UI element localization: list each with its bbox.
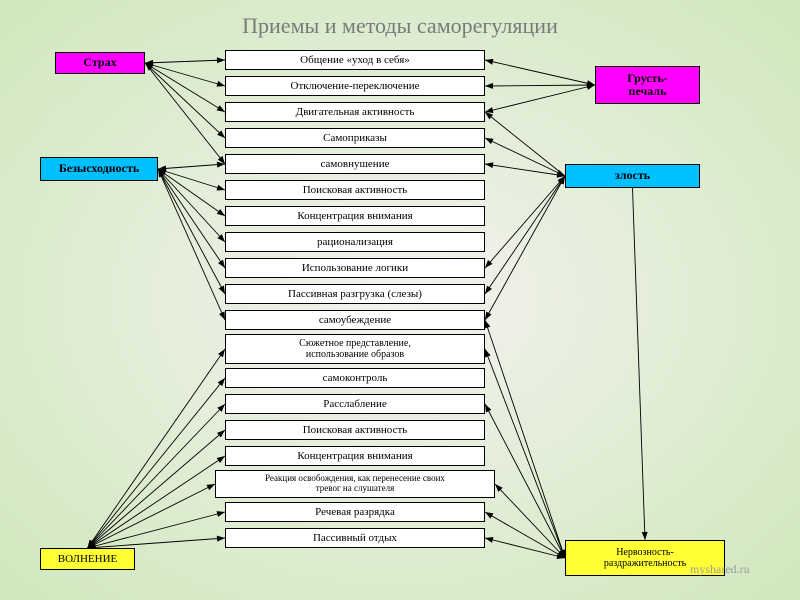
node-zlost: злость	[565, 164, 700, 188]
node-m6: Поисковая активность	[225, 180, 485, 200]
node-m1: Общение «уход в себя»	[225, 50, 485, 70]
node-bezys: Безысходность	[40, 157, 158, 181]
node-grust: Грусть- печаль	[595, 66, 700, 104]
diagram-stage: Страх Безысходность ВОЛНЕНИЕ Грусть- печаль…	[0, 0, 800, 600]
node-strah: Страх	[55, 52, 145, 74]
node-m17: Реакция освобождения, как перенесение св…	[215, 470, 495, 498]
node-m8: рационализация	[225, 232, 485, 252]
diagram-title: Приемы и методы саморегуляции	[150, 13, 650, 39]
watermark: myshared.ru	[690, 562, 750, 577]
node-m11: самоубеждение	[225, 310, 485, 330]
node-m19: Пассивный отдых	[225, 528, 485, 548]
node-m10: Пассивная разгрузка (слезы)	[225, 284, 485, 304]
node-m9: Использование логики	[225, 258, 485, 278]
node-m16: Концентрация внимания	[225, 446, 485, 466]
node-m12: Сюжетное представление, использование об…	[225, 334, 485, 364]
node-m7: Концентрация внимания	[225, 206, 485, 226]
node-volnenie: ВОЛНЕНИЕ	[40, 548, 135, 570]
node-m14: Расслабление	[225, 394, 485, 414]
node-m18: Речевая разрядка	[225, 502, 485, 522]
node-m13: самоконтроль	[225, 368, 485, 388]
node-m3: Двигательная активность	[225, 102, 485, 122]
node-m5: самовнушение	[225, 154, 485, 174]
node-m4: Самоприказы	[225, 128, 485, 148]
node-m2: Отключение-переключение	[225, 76, 485, 96]
node-m15: Поисковая активность	[225, 420, 485, 440]
